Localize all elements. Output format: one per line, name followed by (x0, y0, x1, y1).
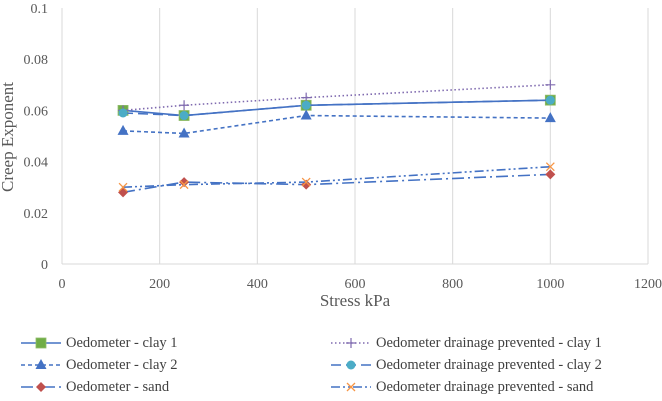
legend-label: Oedometer - sand (66, 378, 170, 395)
legend-item: Oedometer drainage prevented - sand (330, 376, 593, 398)
marker-plus (179, 100, 190, 111)
x-tick-label: 1200 (634, 277, 662, 292)
y-axis-title: Creep Exponent (0, 82, 17, 192)
marker-x (346, 382, 356, 392)
series-group (117, 79, 556, 198)
marker-circle (545, 95, 555, 105)
x-tick-label: 1000 (536, 277, 564, 292)
marker-triangle (544, 112, 556, 123)
marker-circle (118, 108, 128, 118)
marker-diamond (36, 382, 46, 392)
legend-item: Oedometer - sand (20, 376, 169, 398)
x-tick-label: 600 (345, 277, 366, 292)
marker-square (35, 337, 47, 349)
legend-label: Oedometer - clay 1 (66, 334, 178, 351)
x-tick-label: 200 (149, 277, 170, 292)
marker-x (179, 180, 189, 190)
marker-diamond (118, 187, 129, 198)
legend-swatch (331, 360, 371, 370)
grid (61, 8, 649, 264)
legend-swatch (331, 382, 371, 392)
series-line (122, 173, 551, 194)
marker-circle (346, 360, 356, 370)
y-tick-label: 0 (41, 258, 48, 273)
marker-x (118, 182, 128, 192)
marker-diamond (301, 179, 312, 190)
y-tick-label: 0.1 (31, 2, 49, 17)
legend-swatch (21, 382, 61, 392)
x-tick-label: 0 (59, 277, 66, 292)
legend-item: Oedometer - clay 1 (20, 332, 178, 354)
x-axis-title: Stress kPa (320, 291, 391, 310)
x-tick-label: 400 (247, 277, 268, 292)
series-3 (117, 109, 556, 138)
series-5 (118, 169, 556, 198)
marker-plus (346, 338, 356, 348)
marker-diamond (545, 169, 556, 180)
marker-circle (301, 100, 311, 110)
marker-circle (179, 111, 189, 121)
series-line (122, 84, 551, 112)
legend-item: Oedometer - clay 2 (20, 354, 178, 376)
y-tick-label: 0.04 (24, 156, 49, 171)
marker-triangle (178, 127, 190, 138)
y-tick-label: 0.06 (24, 104, 49, 119)
x-tick-label: 800 (442, 277, 463, 292)
y-tick-label: 0.08 (24, 53, 49, 68)
legend-label: Oedometer drainage prevented - sand (376, 378, 594, 395)
legend-label: Oedometer drainage prevented - clay 2 (376, 356, 602, 373)
legend-swatch (21, 337, 61, 349)
legend: Oedometer - clay 1 Oedometer drainage pre… (0, 328, 662, 401)
chart-plot: 0 200 400 600 800 1000 1200 0 0.02 0.04 0.06 0.08 0.… (0, 2, 662, 310)
marker-triangle (117, 124, 129, 135)
series-line (123, 114, 551, 135)
legend-item: Oedometer drainage prevented - clay 1 (330, 332, 602, 354)
series-line (123, 99, 551, 117)
series-6 (118, 162, 555, 192)
series-line (123, 165, 551, 188)
legend-swatch (21, 359, 61, 369)
marker-triangle (300, 109, 312, 120)
legend-label: Oedometer - clay 2 (66, 356, 178, 373)
marker-x (545, 162, 555, 172)
legend-label: Oedometer drainage prevented - clay 1 (376, 334, 602, 351)
series-4 (118, 95, 555, 121)
series-2 (118, 79, 556, 116)
legend-item: Oedometer drainage prevented - clay 2 (330, 354, 602, 376)
marker-triangle (35, 359, 47, 369)
marker-x (301, 177, 311, 187)
marker-plus (545, 79, 556, 90)
axes: 0 200 400 600 800 1000 1200 0 0.02 0.04 0.06 0.08 0.… (24, 2, 662, 292)
marker-diamond (179, 177, 190, 188)
y-tick-label: 0.02 (24, 207, 49, 222)
legend-swatch (331, 338, 371, 348)
